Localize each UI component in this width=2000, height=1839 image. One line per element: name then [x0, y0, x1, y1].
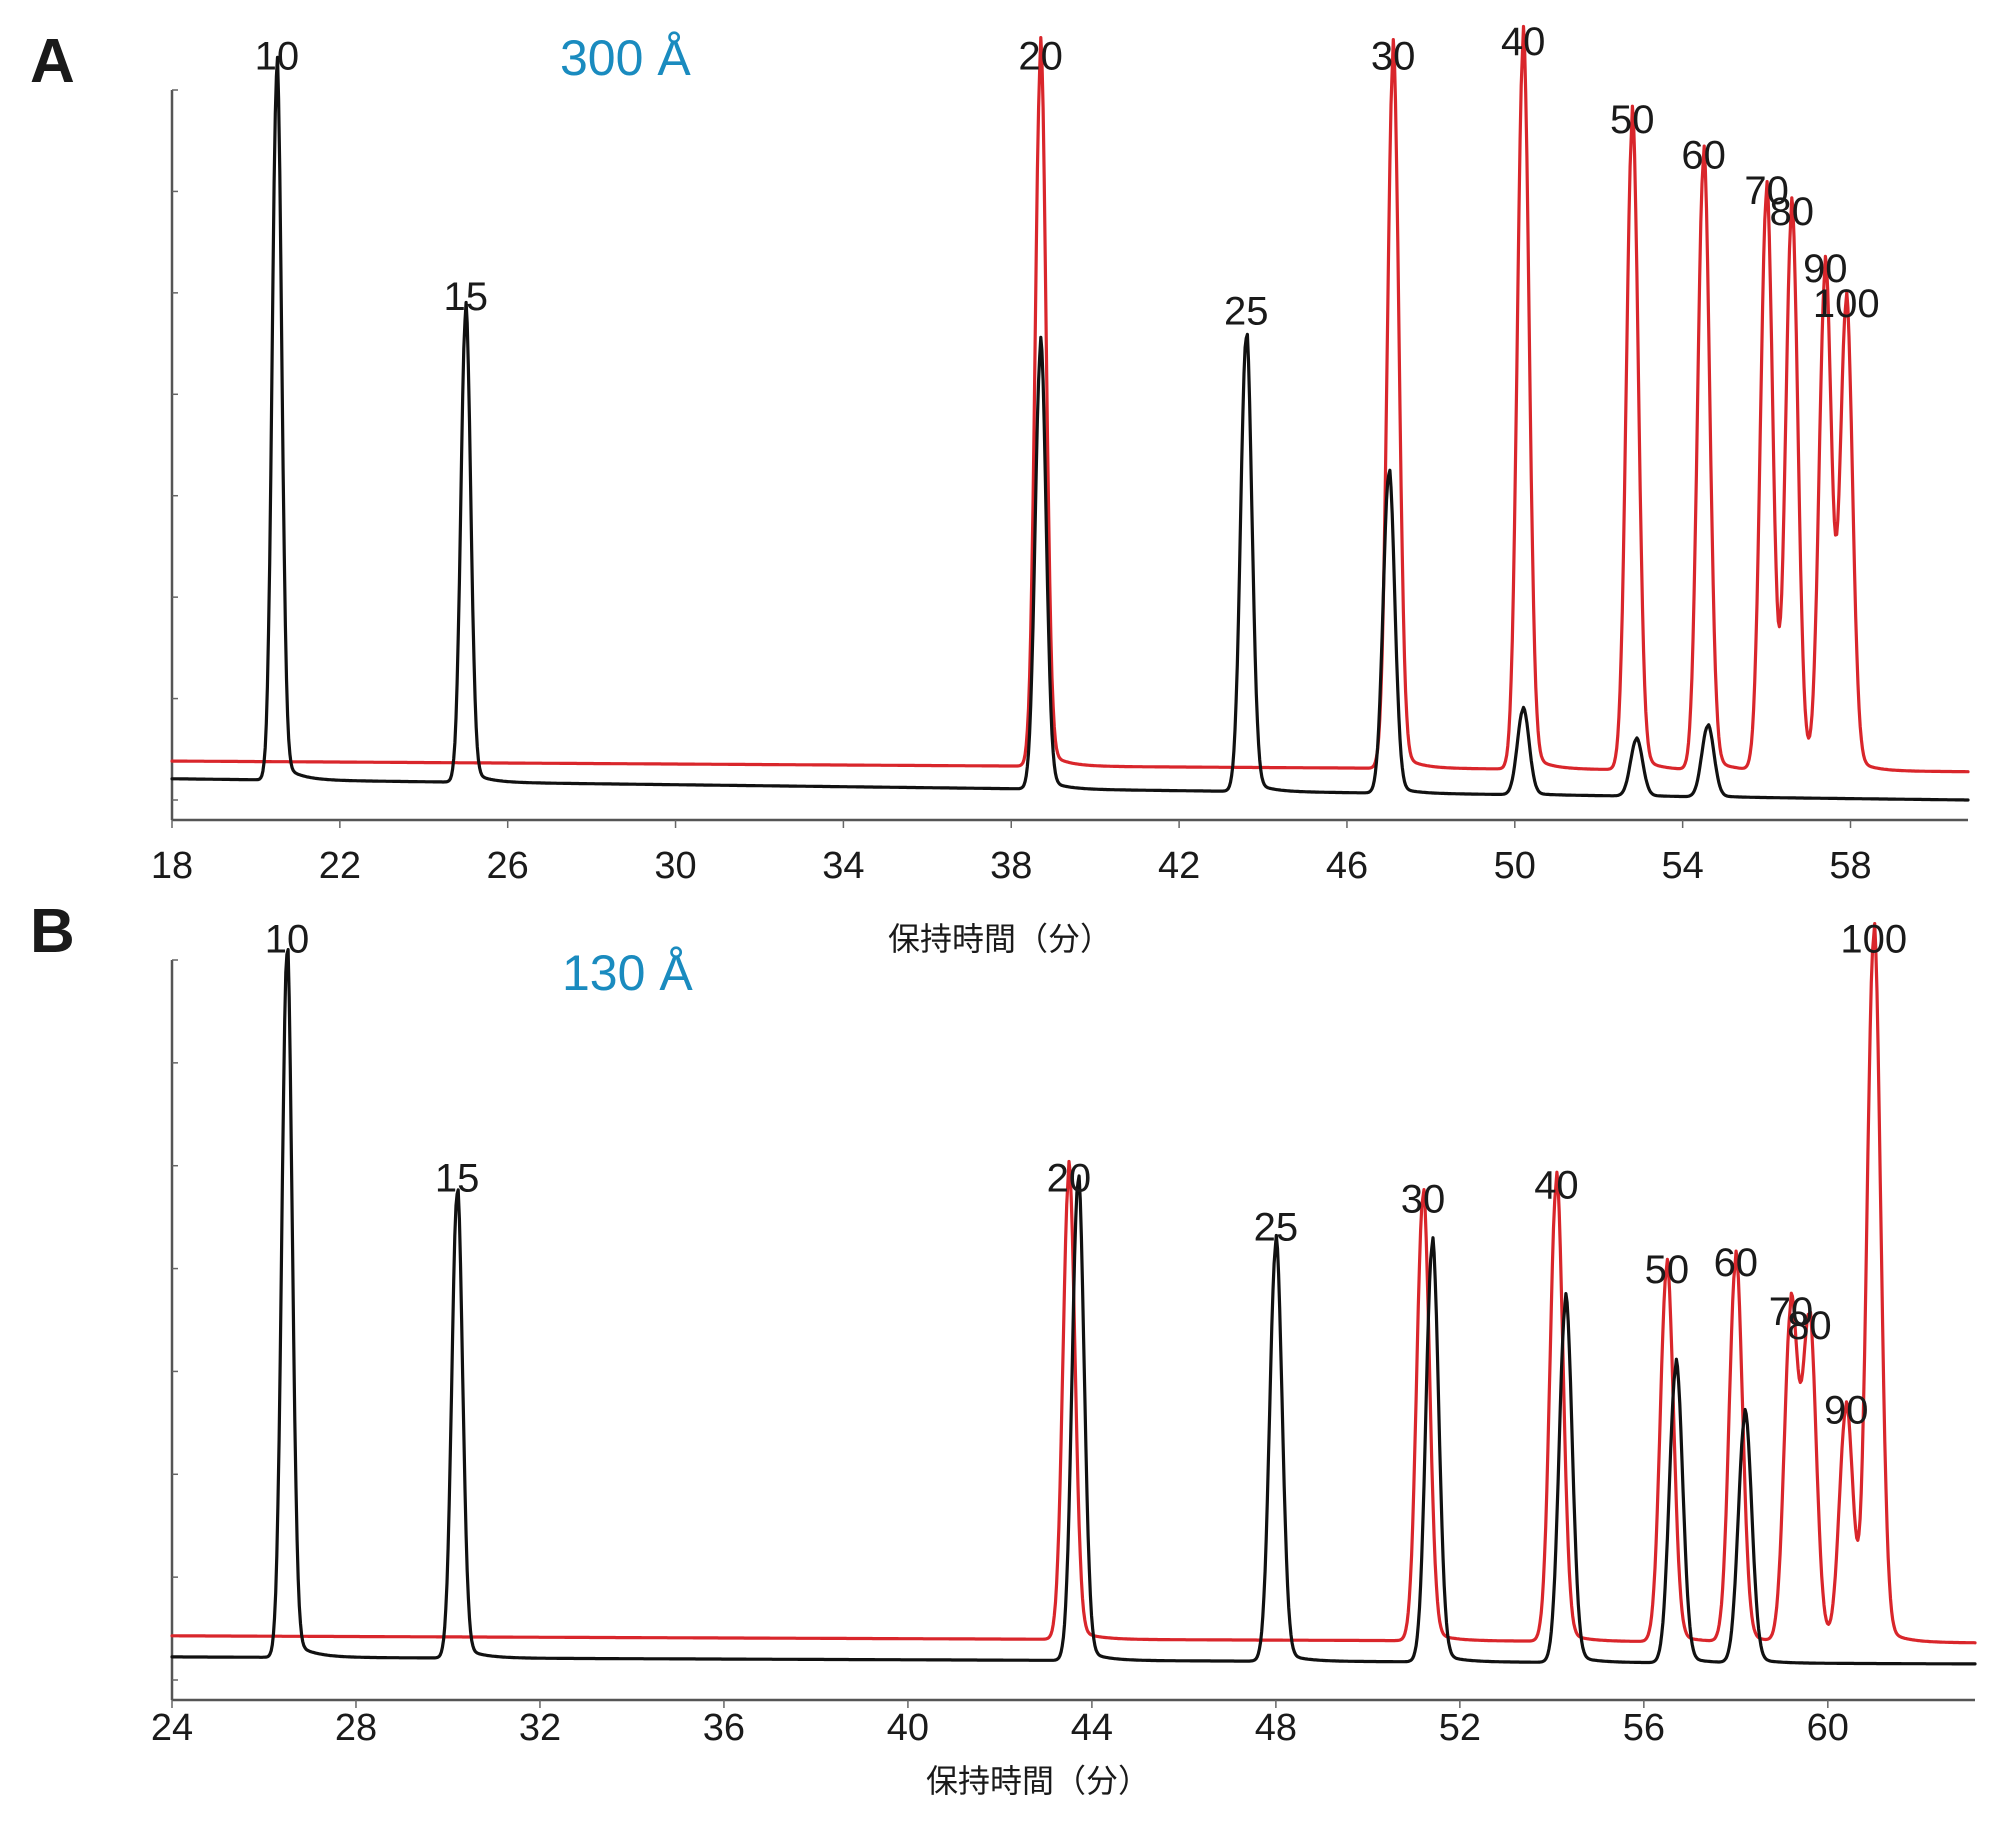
panel-a-title: 300 Å: [560, 30, 691, 86]
peak-label: 40: [1534, 1164, 1579, 1208]
peak-label: 15: [443, 275, 488, 319]
peak-label: 25: [1224, 289, 1269, 333]
panel-b-x-axis-label: 保持時間（分）: [926, 1762, 1150, 1800]
peak-label: 90: [1824, 1388, 1869, 1432]
peak-label: 10: [255, 34, 300, 78]
panel-a-traces: [170, 24, 1970, 802]
black-trace-line: [170, 55, 1970, 802]
x-tick-label: 48: [1255, 1707, 1297, 1749]
panel-a-axes: [170, 89, 1968, 822]
x-tick-label: 36: [703, 1707, 745, 1749]
peak-label: 50: [1645, 1248, 1690, 1292]
red-trace-line: [170, 24, 1970, 774]
x-tick-label: 54: [1662, 845, 1704, 887]
x-tick-label: 40: [887, 1707, 929, 1749]
x-tick-label: 56: [1623, 1707, 1665, 1749]
peak-label: 30: [1401, 1178, 1446, 1222]
panel-b-traces: [170, 921, 1977, 1666]
x-tick-label: 38: [990, 845, 1032, 887]
x-tick-label: 46: [1326, 845, 1368, 887]
peak-label: 25: [1254, 1206, 1299, 1250]
peak-label: 40: [1501, 20, 1546, 64]
black-trace-line: [170, 947, 1977, 1666]
x-tick-label: 32: [519, 1707, 561, 1749]
peak-label: 10: [265, 917, 310, 961]
panel-b-axes: [170, 959, 1975, 1702]
x-tick-label: 34: [822, 845, 864, 887]
panel-b: B 130 Å 24 28 32 36 40 44 48 52 56 60 10 15 25 20 30 4…: [30, 897, 1977, 1800]
peak-label: 20: [1047, 1156, 1092, 1200]
panel-b-title: 130 Å: [562, 945, 693, 1001]
peak-label: 90: [1803, 247, 1848, 291]
x-tick-label: 42: [1158, 845, 1200, 887]
x-tick-label: 44: [1071, 1707, 1113, 1749]
x-tick-label: 22: [319, 845, 361, 887]
x-tick-label: 50: [1494, 845, 1536, 887]
peak-label: 50: [1610, 98, 1655, 142]
peak-label: 100: [1840, 917, 1907, 961]
peak-label: 70: [1769, 1290, 1814, 1334]
x-tick-label: 28: [335, 1707, 377, 1749]
panel-letter-b: B: [30, 897, 75, 966]
panel-a-x-axis-label: 保持時間（分）: [888, 920, 1112, 958]
peak-label: 60: [1714, 1241, 1759, 1285]
x-tick-label: 52: [1439, 1707, 1481, 1749]
peak-label: 80: [1770, 190, 1815, 234]
peak-label: 80: [1787, 1304, 1832, 1348]
x-tick-label: 60: [1807, 1707, 1849, 1749]
x-tick-label: 26: [487, 845, 529, 887]
peak-label: 30: [1371, 34, 1416, 78]
x-tick-label: 30: [654, 845, 696, 887]
panel-b-x-ticks: 24 28 32 36 40 44 48 52 56 60: [151, 1700, 1849, 1749]
peak-label: 20: [1018, 34, 1063, 78]
x-tick-label: 18: [151, 845, 193, 887]
panel-letter-a: A: [30, 27, 75, 96]
x-tick-label: 58: [1829, 845, 1871, 887]
panel-a-x-ticks: 18 22 26 30 34 38 42 46 50 54 58: [151, 820, 1872, 887]
peak-label: 100: [1813, 282, 1880, 326]
peak-label: 15: [435, 1156, 480, 1200]
panel-a: A 300 Å 18 22 26 30 34 38 42 46 50 54 58 10 15 25 20 3…: [30, 20, 1970, 958]
x-tick-label: 24: [151, 1707, 193, 1749]
peak-label: 60: [1681, 134, 1726, 178]
peak-label: 70: [1744, 169, 1789, 213]
